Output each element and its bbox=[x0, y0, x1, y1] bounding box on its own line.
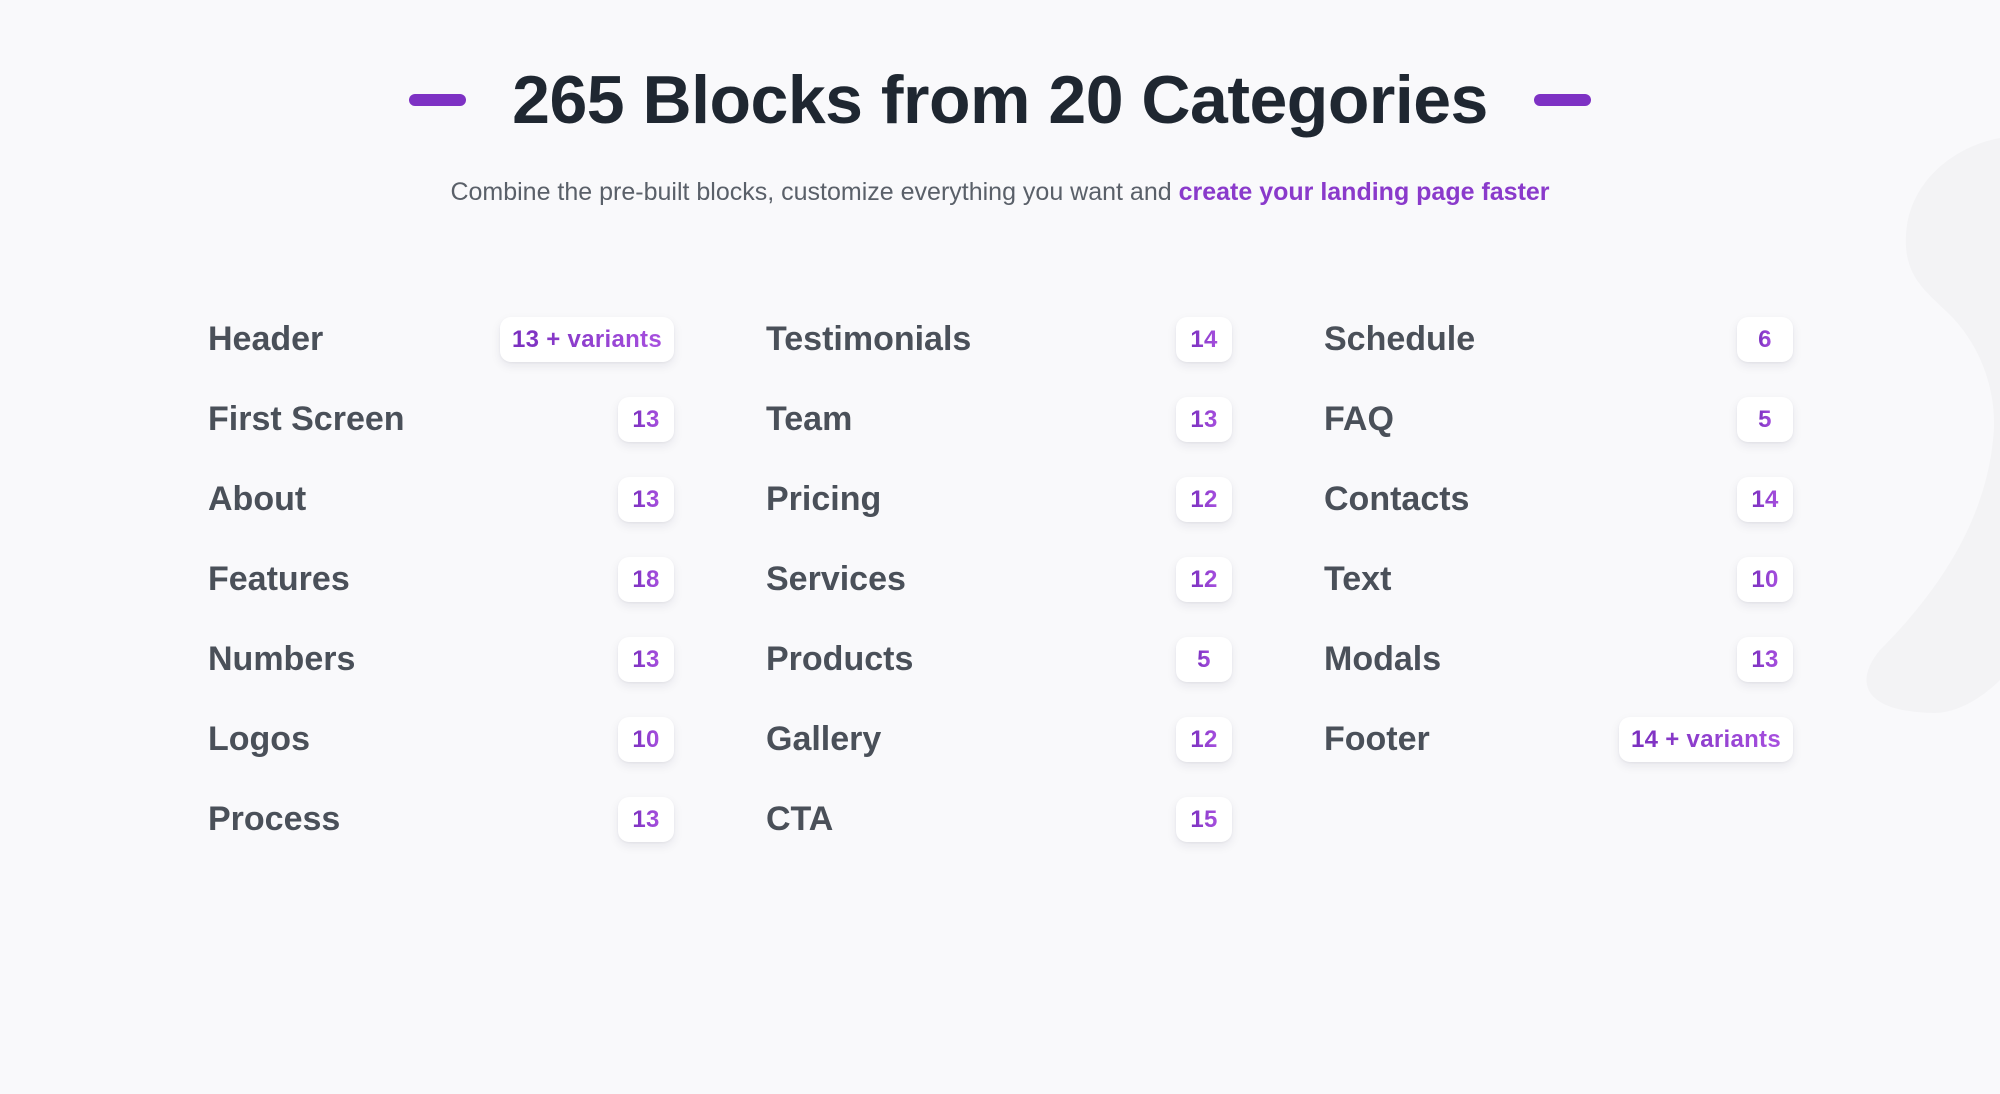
categories-grid: Header 13 + variants First Screen 13 About… bbox=[208, 317, 1793, 877]
category-label[interactable]: Pricing bbox=[766, 480, 882, 518]
category-label[interactable]: Features bbox=[208, 560, 350, 598]
page-subtitle: Combine the pre-built blocks, customize … bbox=[0, 172, 2000, 212]
count-value: 10 bbox=[1751, 565, 1779, 593]
count-badge: 13 bbox=[1176, 397, 1232, 442]
subtitle-accent-text: create your landing page faster bbox=[1178, 178, 1550, 206]
category-item-modals[interactable]: Modals 13 bbox=[1324, 637, 1793, 717]
category-label[interactable]: Logos bbox=[208, 720, 310, 758]
count-badge: 5 bbox=[1176, 637, 1232, 682]
subtitle-text: Combine the pre-built blocks, customize … bbox=[450, 178, 1179, 206]
category-label[interactable]: First Screen bbox=[208, 400, 405, 438]
category-item-text[interactable]: Text 10 bbox=[1324, 557, 1793, 637]
category-item-process[interactable]: Process 13 bbox=[208, 797, 674, 877]
count-value: 12 bbox=[1190, 725, 1218, 753]
category-label[interactable]: Process bbox=[208, 800, 341, 838]
category-label[interactable]: Text bbox=[1324, 560, 1392, 598]
category-label[interactable]: Services bbox=[766, 560, 906, 598]
category-label[interactable]: FAQ bbox=[1324, 400, 1394, 438]
count-value: 12 bbox=[1190, 565, 1218, 593]
category-label[interactable]: Gallery bbox=[766, 720, 882, 758]
category-item-products[interactable]: Products 5 bbox=[766, 637, 1232, 717]
count-badge: 13 bbox=[618, 797, 674, 842]
category-label[interactable]: Modals bbox=[1324, 640, 1442, 678]
category-item-about[interactable]: About 13 bbox=[208, 477, 674, 557]
category-column-1: Header 13 + variants First Screen 13 About… bbox=[208, 317, 674, 877]
left-accent-dash bbox=[409, 94, 467, 106]
count-badge: 13 bbox=[618, 477, 674, 522]
category-item-gallery[interactable]: Gallery 12 bbox=[766, 717, 1232, 797]
category-item-team[interactable]: Team 13 bbox=[766, 397, 1232, 477]
count-value: 14 bbox=[1751, 485, 1779, 513]
count-value: 15 bbox=[1190, 805, 1218, 833]
category-item-schedule[interactable]: Schedule 6 bbox=[1324, 317, 1793, 397]
category-item-logos[interactable]: Logos 10 bbox=[208, 717, 674, 797]
category-item-features[interactable]: Features 18 bbox=[208, 557, 674, 637]
category-label[interactable]: Team bbox=[766, 400, 853, 438]
count-value: 18 bbox=[632, 565, 660, 593]
count-badge: 13 bbox=[618, 637, 674, 682]
category-label[interactable]: About bbox=[208, 480, 307, 518]
category-item-faq[interactable]: FAQ 5 bbox=[1324, 397, 1793, 477]
category-item-services[interactable]: Services 12 bbox=[766, 557, 1232, 637]
count-badge: 13 + variants bbox=[500, 317, 674, 362]
count-value: 13 bbox=[1751, 645, 1779, 673]
category-item-testimonials[interactable]: Testimonials 14 bbox=[766, 317, 1232, 397]
category-column-3: Schedule 6 FAQ 5 Contacts 14 Text 10 Modals 1… bbox=[1324, 317, 1793, 877]
category-column-2: Testimonials 14 Team 13 Pricing 12 Services… bbox=[766, 317, 1232, 877]
count-badge: 14 bbox=[1737, 477, 1793, 522]
category-label[interactable]: Testimonials bbox=[766, 320, 972, 358]
count-value: 14 bbox=[1190, 325, 1218, 353]
category-label[interactable]: Header bbox=[208, 320, 324, 358]
count-value: 13 bbox=[1190, 405, 1218, 433]
category-item-cta[interactable]: CTA 15 bbox=[766, 797, 1232, 877]
count-value: 13 bbox=[632, 645, 660, 673]
count-value: 13 bbox=[632, 485, 660, 513]
count-value: 10 bbox=[632, 725, 660, 753]
category-label[interactable]: Schedule bbox=[1324, 320, 1476, 358]
category-item-header[interactable]: Header 13 + variants bbox=[208, 317, 674, 397]
count-badge: 12 bbox=[1176, 717, 1232, 762]
count-badge: 10 bbox=[1737, 557, 1793, 602]
count-value: 5 bbox=[1197, 645, 1211, 673]
count-badge: 10 bbox=[618, 717, 674, 762]
category-label[interactable]: CTA bbox=[766, 800, 834, 838]
category-label[interactable]: Footer bbox=[1324, 720, 1430, 758]
count-badge: 5 bbox=[1737, 397, 1793, 442]
count-badge: 6 bbox=[1737, 317, 1793, 362]
count-badge: 18 bbox=[618, 557, 674, 602]
count-badge: 12 bbox=[1176, 477, 1232, 522]
right-accent-dash bbox=[1533, 94, 1591, 106]
category-item-numbers[interactable]: Numbers 13 bbox=[208, 637, 674, 717]
category-label[interactable]: Products bbox=[766, 640, 914, 678]
count-badge: 12 bbox=[1176, 557, 1232, 602]
count-badge: 14 + variants bbox=[1619, 717, 1793, 762]
count-badge: 13 bbox=[1737, 637, 1793, 682]
count-value: 6 bbox=[1758, 325, 1772, 353]
count-value: 13 + variants bbox=[512, 325, 662, 353]
count-value: 5 bbox=[1758, 405, 1772, 433]
category-item-footer[interactable]: Footer 14 + variants bbox=[1324, 717, 1793, 797]
category-label[interactable]: Contacts bbox=[1324, 480, 1470, 518]
category-item-pricing[interactable]: Pricing 12 bbox=[766, 477, 1232, 557]
category-item-contacts[interactable]: Contacts 14 bbox=[1324, 477, 1793, 557]
count-badge: 14 bbox=[1176, 317, 1232, 362]
page-title: 265 Blocks from 20 Categories bbox=[512, 62, 1488, 138]
count-badge: 13 bbox=[618, 397, 674, 442]
count-value: 14 + variants bbox=[1631, 725, 1781, 753]
count-value: 13 bbox=[632, 805, 660, 833]
category-label[interactable]: Numbers bbox=[208, 640, 356, 678]
count-value: 13 bbox=[632, 405, 660, 433]
count-badge: 15 bbox=[1176, 797, 1232, 842]
section-header: 265 Blocks from 20 Categories bbox=[0, 52, 2000, 148]
count-value: 12 bbox=[1190, 485, 1218, 513]
category-item-first-screen[interactable]: First Screen 13 bbox=[208, 397, 674, 477]
